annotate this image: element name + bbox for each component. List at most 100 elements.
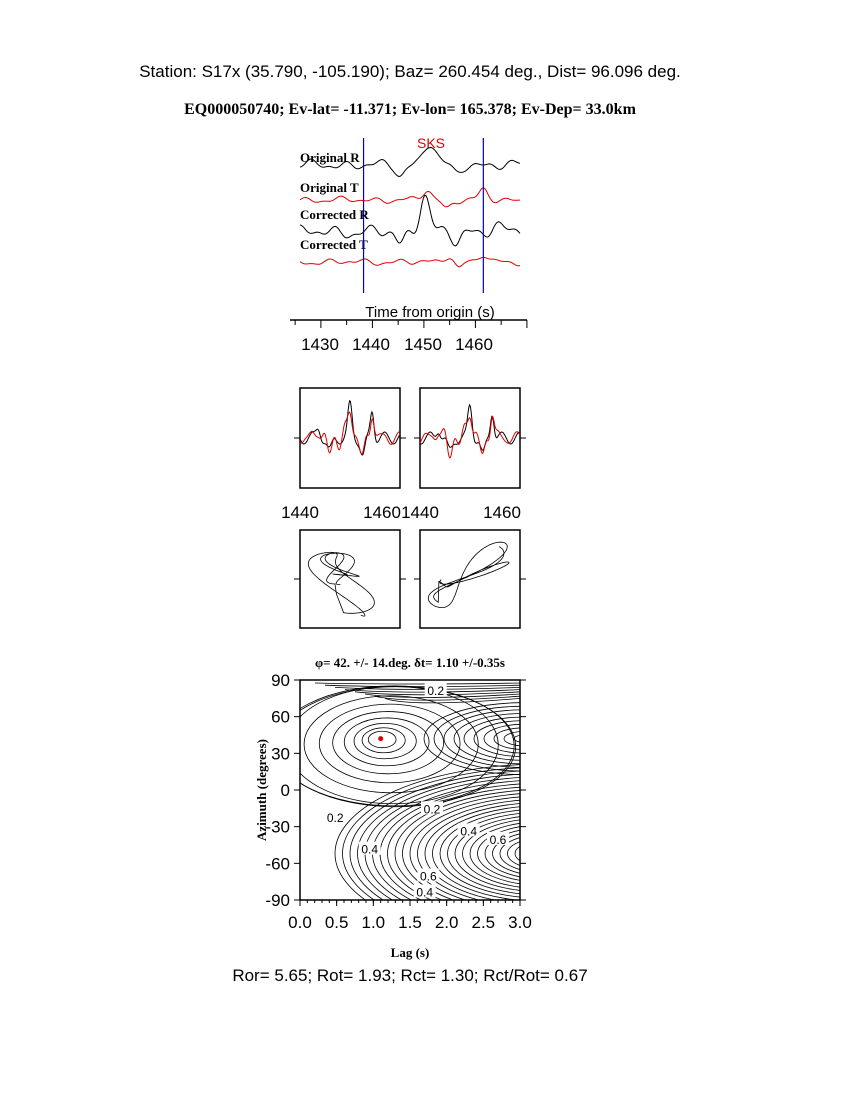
contour-title: φ= 42. +/- 14.deg. δt= 1.10 +/-0.35s [315, 655, 505, 670]
energy-contour-plot: φ= 42. +/- 14.deg. δt= 1.10 +/-0.35s Lag… [254, 655, 568, 960]
comparison-box [419, 387, 521, 489]
contour-line [492, 833, 520, 874]
contour-line [334, 764, 520, 900]
contour-line [463, 716, 520, 761]
azimuth-tick-label: 30 [271, 744, 290, 763]
contour-line [364, 693, 520, 698]
contour-line [432, 806, 520, 900]
lag-tick-label: 3.0 [508, 913, 532, 932]
contour-line [493, 727, 520, 750]
contour-label-bg [324, 809, 347, 823]
contour-line [453, 713, 520, 765]
contour-line [523, 844, 568, 863]
contour-line [503, 731, 520, 747]
contour-line [538, 850, 553, 856]
contour-line [314, 682, 520, 685]
contour-line [530, 847, 560, 860]
contour-label: 0.6 [490, 833, 507, 847]
contour-line [454, 816, 520, 891]
lag-tick-label: 1.0 [362, 913, 386, 932]
contour-line [484, 829, 520, 878]
contour-label-bg [487, 831, 509, 845]
contour-label: 0.4 [416, 885, 433, 899]
comparison-box [299, 387, 401, 489]
contour-line [332, 711, 445, 775]
contour-line [469, 822, 520, 885]
contour-line [499, 837, 520, 870]
contour-line [324, 684, 520, 688]
lag-tick-label: 1.5 [398, 913, 422, 932]
trace-label: Original R [300, 150, 360, 165]
contour-line [417, 799, 520, 900]
time-axis-label: Time from origin (s) [365, 304, 494, 321]
particle-motion-trace [427, 541, 510, 608]
cmp-tick-label: 1440 [281, 503, 319, 522]
contour-line [344, 689, 520, 693]
lag-tick-label: 2.0 [435, 913, 459, 932]
cmp-tick-label: 1460 [483, 503, 521, 522]
particle-motion-trace [307, 551, 375, 617]
time-tick-label: 1460 [455, 335, 493, 354]
trace-label: Original T [300, 180, 359, 195]
contour-line [367, 730, 397, 749]
contour-line [353, 722, 417, 760]
contour-line [473, 720, 520, 758]
contour-label: 0.2 [327, 811, 344, 825]
trace-label: Corrected T [300, 237, 368, 252]
contour-label: 0.2 [424, 802, 441, 816]
contour-line [447, 812, 520, 895]
contour-line [513, 734, 520, 743]
contour-line [402, 793, 520, 900]
contour-line [374, 695, 520, 701]
trace-label: Corrected R [300, 207, 369, 222]
time-tick-label: 1450 [404, 335, 442, 354]
cmp-tick-label: 1460 [363, 503, 401, 522]
comparison-trace [419, 415, 520, 459]
azimuth-tick-label: -30 [265, 818, 290, 837]
contour-line [433, 705, 520, 772]
contour-line [361, 727, 406, 754]
time-tick-label: 1440 [352, 335, 390, 354]
contour-line [354, 691, 520, 696]
contour-line [357, 773, 520, 900]
ratio-line: Ror= 5.65; Rot= 1.93; Rct= 1.30; Rct/Rot… [232, 966, 587, 985]
waveform-comparison-panels: 1440 1460 1440 1460 [281, 387, 526, 522]
waveform-trace [299, 256, 521, 268]
contour-line [409, 796, 520, 900]
comparison-trace [300, 411, 400, 455]
contour-label: 0.6 [420, 870, 437, 884]
lag-tick-label: 0.0 [288, 913, 312, 932]
lag-axis-label: Lag (s) [391, 945, 430, 960]
contour-label-bg [413, 884, 436, 898]
best-fit-point [378, 736, 384, 742]
contour-line [394, 790, 520, 900]
contour-label-bg [417, 868, 440, 882]
contour-line [387, 786, 520, 900]
cmp-tick-label: 1440 [401, 503, 439, 522]
azimuth-tick-label: 60 [271, 708, 290, 727]
azimuth-tick-label: 90 [271, 671, 290, 690]
contour-line [423, 702, 520, 776]
station-line: Station: S17x (35.790, -105.190); Baz= 2… [139, 62, 681, 81]
contour-line [439, 809, 520, 898]
contour-line [349, 770, 520, 900]
azimuth-axis-label: Azimuth (degrees) [254, 739, 269, 841]
contour-label-bg [424, 682, 447, 696]
contour-label: 0.4 [460, 824, 477, 838]
contour-line [507, 841, 520, 866]
azimuth-tick-label: -90 [265, 891, 290, 910]
contour-label: 0.4 [361, 843, 378, 857]
contour-label-bg [358, 841, 381, 855]
event-line: EQ000050740; Ev-lat= -11.371; Ev-lon= 16… [184, 101, 636, 118]
contour-lines [300, 682, 568, 900]
contour-label: 0.2 [427, 684, 444, 698]
contour-line [514, 846, 520, 862]
comparison-trace [299, 399, 400, 456]
contour-label-bg [421, 801, 443, 815]
particle-motion-panels [294, 529, 526, 629]
time-tick-label: 1430 [301, 335, 339, 354]
lag-tick-label: 2.5 [472, 913, 496, 932]
contour-line [483, 723, 520, 754]
contour-line [443, 709, 520, 768]
